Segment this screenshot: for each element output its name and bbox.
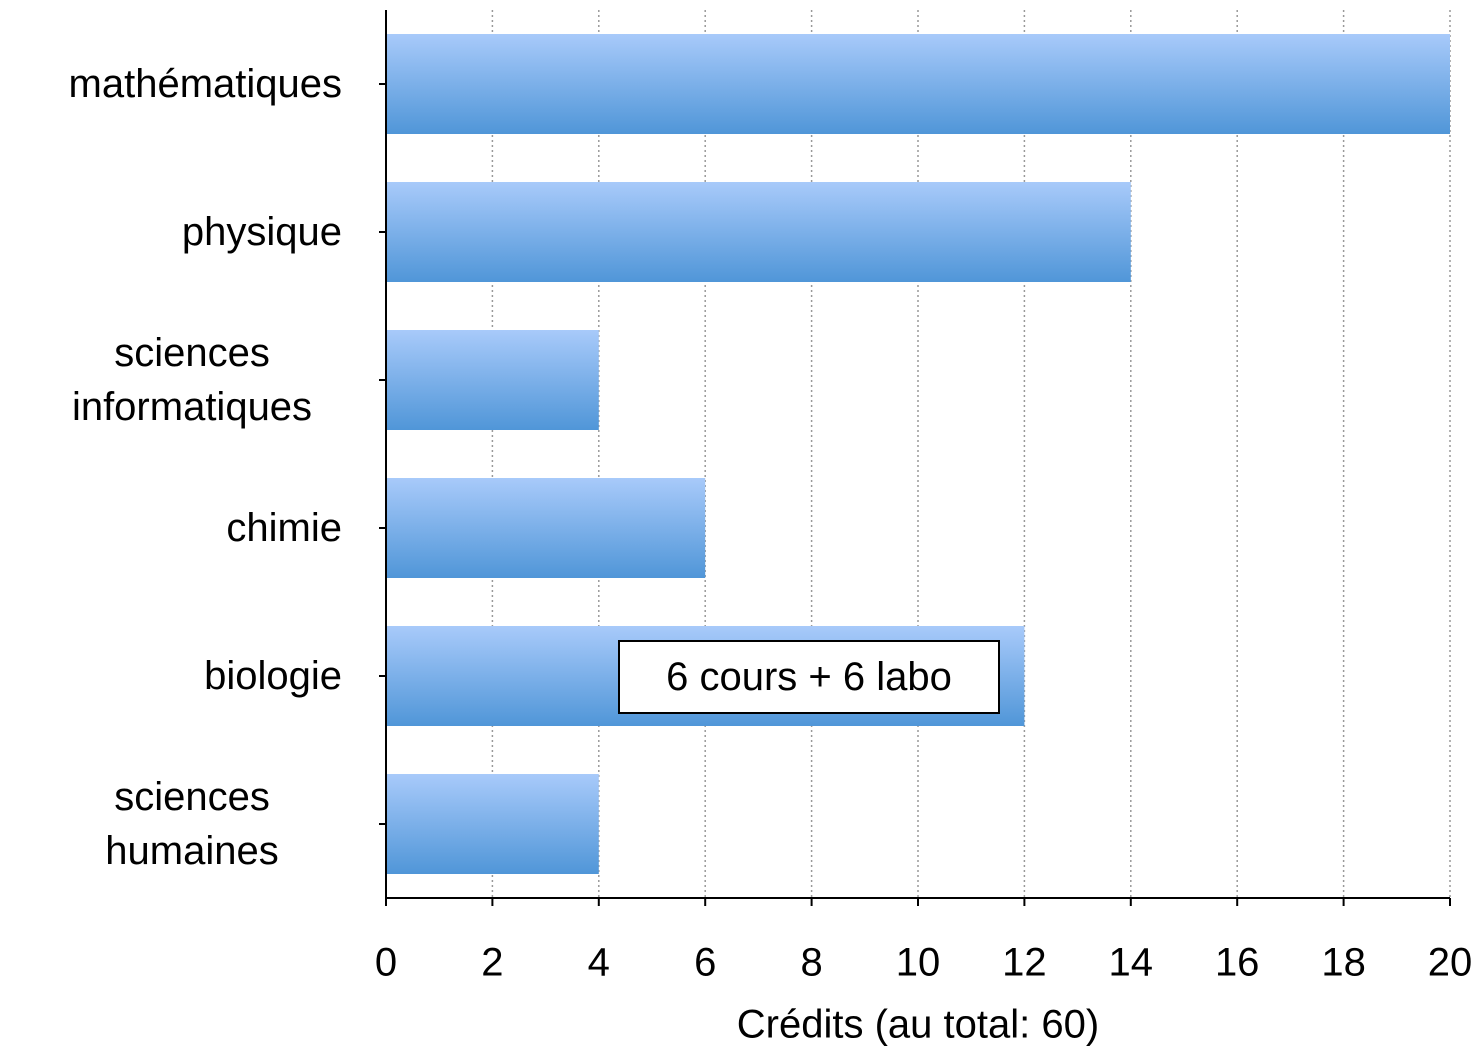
annotation: 6 cours + 6 labo xyxy=(618,640,1000,714)
x-tick-label: 8 xyxy=(800,941,822,985)
x-tick-label: 12 xyxy=(1002,941,1047,985)
x-tick-label: 10 xyxy=(896,941,941,985)
y-tick-label-box: biologie xyxy=(2,602,342,750)
y-tick-label: mathématiques xyxy=(68,62,342,106)
bar xyxy=(386,478,706,578)
y-tick-label: sciences informatiques xyxy=(71,331,313,429)
x-tick-label: 4 xyxy=(588,941,610,985)
bar xyxy=(386,34,1450,134)
y-tick-label: sciences humaines xyxy=(105,775,279,873)
x-tick-label: 20 xyxy=(1428,941,1473,985)
x-tick-label: 2 xyxy=(481,941,503,985)
y-tick-label-box: mathématiques xyxy=(2,10,342,158)
y-tick-label-box: sciences humaines xyxy=(2,750,342,898)
bar xyxy=(386,330,599,430)
x-tick-label: 14 xyxy=(1109,941,1154,985)
x-tick-label: 6 xyxy=(694,941,716,985)
y-tick-label: biologie xyxy=(204,654,342,698)
bar xyxy=(386,182,1131,282)
y-tick-label-box: chimie xyxy=(2,454,342,602)
x-tick-label: 18 xyxy=(1321,941,1366,985)
y-tick-label: physique xyxy=(181,210,342,254)
y-tick-label-box: physique xyxy=(2,158,342,306)
x-axis-label: Crédits (au total: 60) xyxy=(737,1003,1099,1047)
bar xyxy=(386,774,599,874)
x-tick-label: 0 xyxy=(375,941,397,985)
y-tick-label: chimie xyxy=(226,506,342,550)
y-tick-label-box: sciences informatiques xyxy=(2,306,342,454)
x-tick-label: 16 xyxy=(1215,941,1260,985)
